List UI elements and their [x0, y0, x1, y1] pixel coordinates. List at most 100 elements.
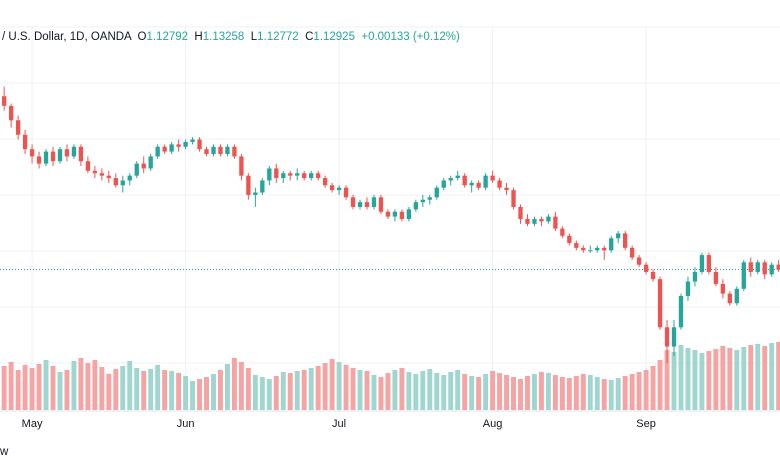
volume-bar [224, 364, 230, 410]
low-label: L [250, 31, 258, 43]
candle-body [176, 144, 181, 147]
volume-bar [371, 375, 377, 410]
candle-body [29, 149, 35, 157]
candle-body [427, 197, 432, 200]
volume-bar [762, 346, 768, 410]
close-label: C [305, 31, 314, 43]
candle [197, 137, 202, 152]
candle [762, 259, 767, 280]
candle-body [574, 243, 579, 248]
candle [650, 269, 656, 282]
candle [469, 180, 474, 193]
candle [518, 204, 523, 224]
x-tick-label: Sep [636, 418, 656, 430]
volume-bar [329, 359, 335, 410]
volume-bar [692, 350, 698, 410]
volume-bar [538, 372, 544, 410]
candle-body [148, 156, 153, 169]
candle [43, 149, 49, 167]
volume-bar [608, 380, 614, 410]
volume-bar [120, 366, 126, 410]
volume-bar [727, 348, 733, 410]
candle [574, 240, 579, 251]
candle [657, 276, 663, 330]
candle [357, 199, 363, 210]
volume-bar [315, 366, 321, 410]
volume-bar [113, 369, 119, 410]
volume-bar [573, 376, 579, 410]
candle [350, 194, 356, 210]
candle [29, 144, 35, 164]
candle-body [113, 178, 118, 186]
candle-body [71, 146, 77, 157]
candle-body [57, 149, 63, 162]
candle [225, 144, 230, 157]
volume-bar [197, 379, 202, 410]
candle [504, 182, 509, 195]
candle-body [162, 146, 167, 152]
candle-body [636, 257, 642, 265]
bottom-fragment-text: w [0, 446, 9, 458]
candle-body [350, 197, 356, 207]
candle-body [727, 293, 732, 304]
volume-bar [273, 376, 279, 410]
candle [692, 267, 698, 287]
candle-body [385, 211, 391, 217]
volume-bar [434, 373, 440, 410]
volume-bar [162, 370, 168, 410]
volume-bar [99, 367, 105, 410]
candle-body [497, 180, 502, 188]
candle [720, 279, 726, 299]
candle-body [302, 173, 307, 179]
candle [595, 245, 600, 253]
volume-bar [545, 373, 551, 410]
volume-bar [127, 361, 133, 410]
candle [525, 214, 530, 227]
volume-bar [183, 376, 189, 410]
candle [636, 255, 642, 268]
candle [420, 194, 425, 207]
volume-bar [720, 346, 726, 410]
candle-body [99, 173, 105, 176]
candle [309, 170, 314, 181]
candle [99, 168, 105, 181]
candle-body [134, 163, 139, 176]
volume-bar [190, 381, 196, 410]
candle-body [78, 146, 84, 162]
candle-body [260, 180, 265, 193]
candle-body [392, 211, 398, 217]
candle-body [106, 175, 111, 179]
volume-bar [755, 344, 761, 410]
volume-bar [671, 352, 677, 410]
candle-body [36, 156, 42, 164]
candle-body [650, 271, 656, 280]
volume-bar [622, 376, 628, 410]
candle [92, 166, 98, 179]
candle-body [197, 139, 202, 150]
grid-lines [0, 26, 780, 411]
volume-bar [525, 376, 530, 410]
volume-bar [420, 371, 426, 410]
candle-body [762, 262, 767, 275]
candle [260, 178, 265, 195]
volume-bar [476, 377, 482, 410]
candle-body [706, 255, 712, 272]
candlesticks [2, 86, 780, 364]
candle-body [15, 120, 21, 135]
volume-bar [336, 362, 342, 410]
candle [127, 173, 132, 186]
candle-body [629, 247, 635, 258]
volume-bar [699, 353, 705, 410]
volume-bar [685, 348, 691, 410]
candle-body [532, 218, 537, 224]
candle-body [609, 238, 614, 251]
candle-body [546, 216, 551, 222]
volume-bar [531, 374, 537, 410]
candle-body [155, 146, 160, 157]
candle-body [678, 296, 684, 328]
volume-bar [280, 372, 286, 410]
candle [602, 245, 607, 260]
candle-body [567, 235, 572, 244]
